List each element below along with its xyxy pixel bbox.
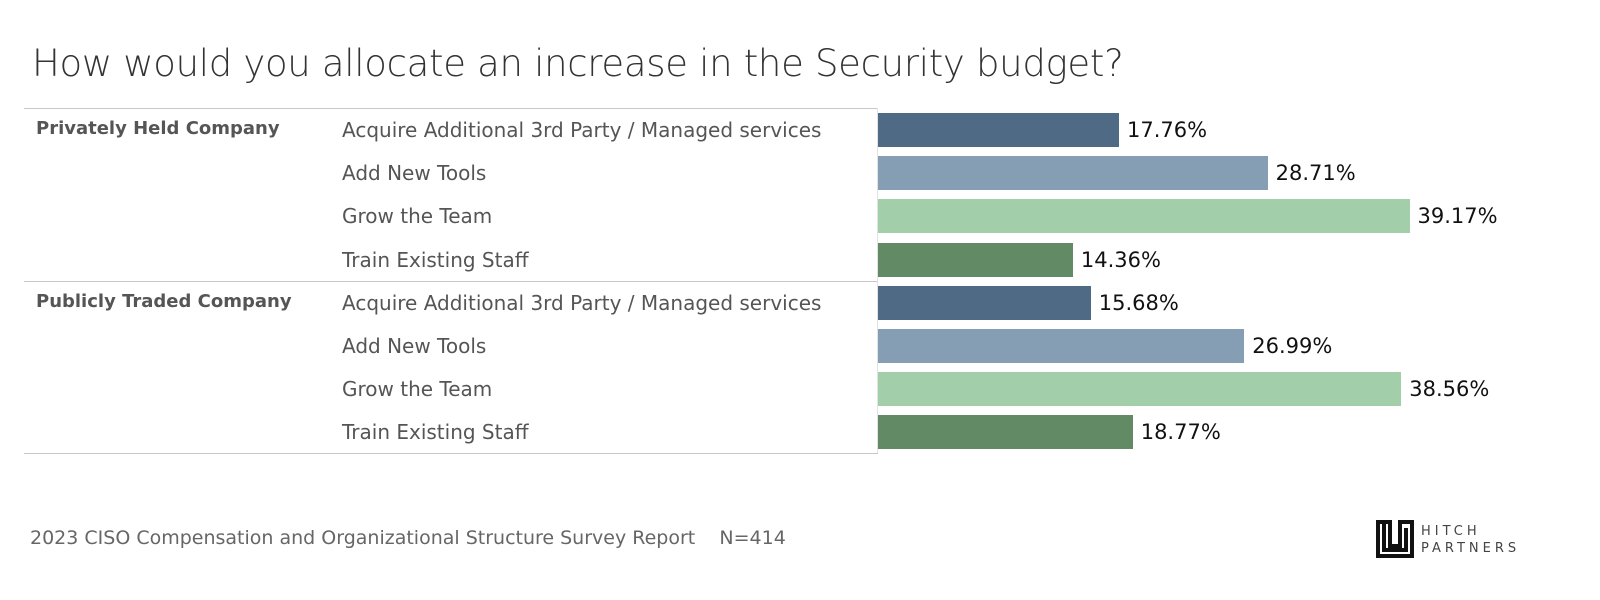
data-label: 15.68% <box>1098 290 1179 315</box>
logo-text: HITCH PARTNERS <box>1421 523 1520 557</box>
category-label: Acquire Additional 3rd Party / Managed s… <box>342 290 822 315</box>
group-label: Publicly Traded Company <box>36 290 292 312</box>
data-label: 39.17% <box>1417 204 1498 229</box>
category-label: Grow the Team <box>342 377 493 402</box>
footer: 2023 CISO Compensation and Organizationa… <box>30 527 786 549</box>
data-label: 26.99% <box>1252 334 1333 358</box>
bar <box>878 285 1091 320</box>
category-label: Add New Tools <box>342 161 487 186</box>
data-label: 17.76% <box>1127 118 1208 142</box>
bar <box>878 242 1073 277</box>
category-label: Add New Tools <box>342 334 487 358</box>
group-label: Privately Held Company <box>36 118 280 139</box>
data-label: 18.77% <box>1140 420 1221 445</box>
category-label: Grow the Team <box>342 204 493 229</box>
bar <box>878 372 1402 407</box>
bar <box>878 329 1245 363</box>
category-label: Train Existing Staff <box>342 420 529 445</box>
divider <box>24 281 878 282</box>
category-label: Acquire Additional 3rd Party / Managed s… <box>342 118 822 142</box>
logo-line1: HITCH <box>1421 524 1481 539</box>
bar <box>878 199 1410 234</box>
data-label: 14.36% <box>1080 247 1161 272</box>
bar <box>878 113 1119 147</box>
sample-size: N=414 <box>719 527 786 549</box>
divider <box>24 453 878 454</box>
data-label: 28.71% <box>1275 161 1356 186</box>
source-text: 2023 CISO Compensation and Organizationa… <box>30 527 696 549</box>
axis-line <box>877 108 878 453</box>
bar <box>878 156 1268 191</box>
category-label: Train Existing Staff <box>342 247 529 272</box>
chart-title: How would you allocate an increase in th… <box>32 42 1124 85</box>
logo-line2: PARTNERS <box>1421 541 1521 556</box>
data-label: 38.56% <box>1409 377 1490 402</box>
divider <box>24 108 878 109</box>
hitch-partners-logo-icon <box>1376 520 1414 558</box>
bar <box>878 415 1133 450</box>
